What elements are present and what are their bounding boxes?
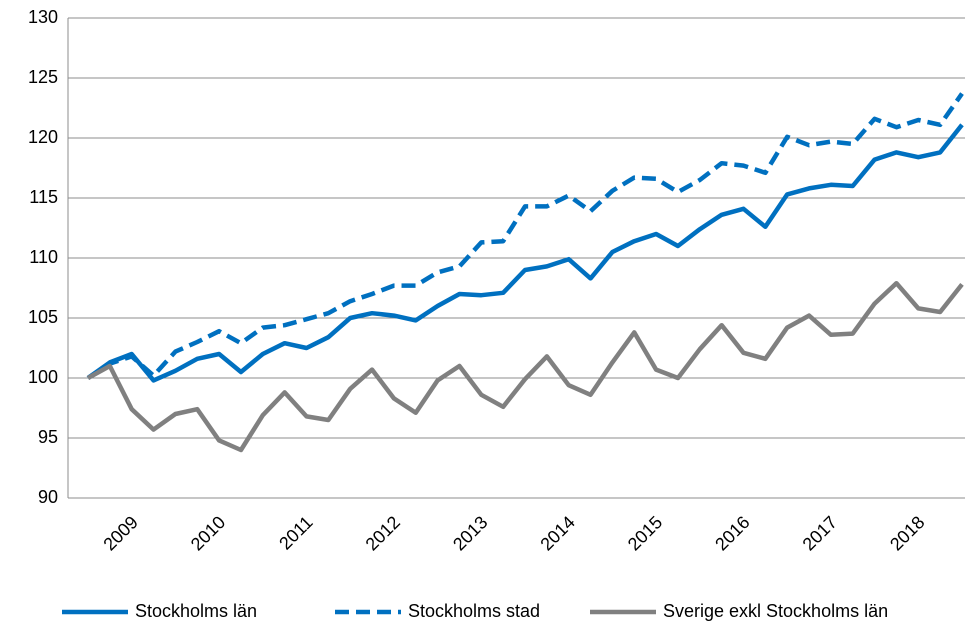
y-tick-label: 125 xyxy=(28,67,58,87)
y-tick-label: 115 xyxy=(29,187,58,207)
y-tick-label: 90 xyxy=(38,487,58,507)
x-tick-label: 2018 xyxy=(886,512,928,554)
x-tick-label: 2011 xyxy=(275,512,317,554)
x-tick-label: 2017 xyxy=(799,512,841,554)
legend-label: Stockholms län xyxy=(135,601,257,621)
x-tick-label: 2014 xyxy=(536,512,578,554)
series-line xyxy=(86,123,964,383)
x-tick-label: 2010 xyxy=(187,512,229,554)
x-tick-label: 2009 xyxy=(99,512,141,554)
x-tick-label: 2016 xyxy=(711,512,753,554)
series-line xyxy=(86,92,964,380)
legend-label: Sverige exkl Stockholms län xyxy=(663,601,888,621)
legend-label: Stockholms stad xyxy=(408,601,540,621)
y-tick-label: 130 xyxy=(28,7,58,27)
y-tick-label: 95 xyxy=(38,427,58,447)
series-line xyxy=(86,280,964,453)
y-tick-label: 110 xyxy=(29,247,58,267)
x-tick-label: 2013 xyxy=(449,512,491,554)
y-tick-label: 100 xyxy=(28,367,58,387)
y-tick-label: 105 xyxy=(28,307,58,327)
x-tick-label: 2015 xyxy=(624,512,666,554)
x-tick-label: 2012 xyxy=(362,512,404,554)
y-tick-label: 120 xyxy=(28,127,58,147)
